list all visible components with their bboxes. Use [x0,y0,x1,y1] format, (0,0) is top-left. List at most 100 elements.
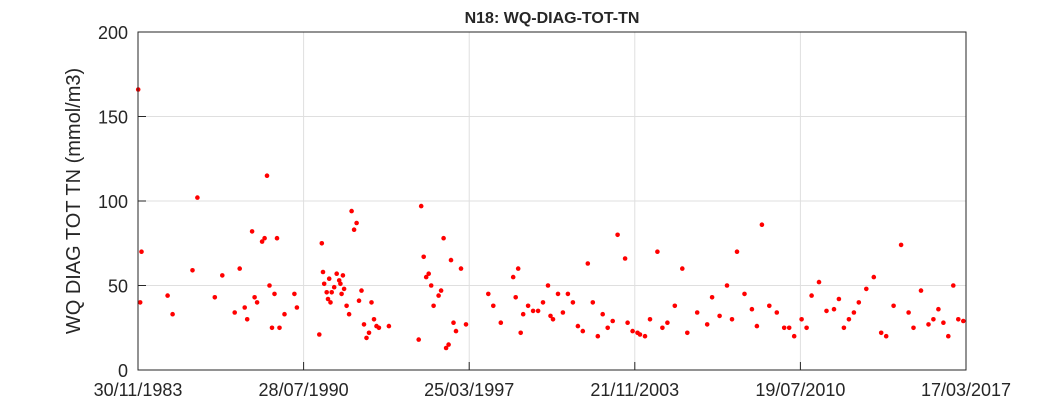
data-point [704,322,710,327]
data-point [694,310,700,315]
data-point [369,300,374,305]
data-point [340,273,346,278]
data-point [749,306,755,312]
data-point [729,317,735,322]
data-point [926,322,931,327]
data-point [622,256,628,261]
data-point [951,283,956,288]
data-point [781,325,787,331]
x-tick-label: 25/03/1997 [424,380,514,400]
data-point [277,325,282,331]
x-tick-label: 19/07/2010 [755,380,845,400]
data-point [351,227,357,232]
data-point [824,308,829,314]
data-point [349,208,354,214]
data-point [254,300,260,305]
data-point [426,271,432,277]
data-point [804,325,809,331]
data-point [242,305,247,310]
data-point [361,322,367,327]
data-point [535,308,541,314]
data-point [446,342,451,347]
data-point [252,295,257,300]
data-point [436,293,441,298]
data-point [325,296,331,302]
data-point [264,173,270,178]
chart-title: N18: WQ-DIAG-TOT-TN [465,10,640,27]
data-point [846,317,852,322]
data-point [371,317,377,322]
data-point [416,337,422,342]
data-point [831,306,837,312]
data-point [816,279,822,285]
data-point [443,345,449,351]
data-point [580,328,586,334]
data-point [520,311,526,317]
data-point [356,298,362,304]
data-point [791,333,797,339]
y-tick-label: 50 [108,277,128,297]
data-point [734,249,740,254]
data-point [329,290,335,295]
data-point [269,325,275,331]
data-point [570,300,576,305]
data-point [441,235,446,241]
data-point [590,300,596,305]
y-axis-ticks: 0 50 100 150 200 [98,23,146,381]
data-point [220,273,225,278]
y-tick-label: 200 [98,23,128,43]
data-point [548,313,553,319]
data-point [491,303,496,309]
data-point [431,303,436,309]
data-point [341,286,347,292]
data-point [911,325,916,331]
data-point [463,322,469,327]
data-point [550,317,556,322]
data-point [513,295,518,300]
x-tick-label: 28/07/1990 [259,380,349,400]
data-point [317,332,322,337]
data-point [660,325,665,331]
data-point [451,320,456,326]
data-point [249,229,255,234]
data-point [565,291,571,297]
data-point [637,332,643,337]
data-point [525,303,531,309]
data-point [139,249,144,254]
data-point [530,308,536,314]
data-point [754,323,760,329]
data-point [799,317,804,322]
data-point [272,291,277,297]
data-point [585,261,591,266]
data-point [906,310,911,315]
data-point [680,266,685,271]
data-point [328,300,333,305]
data-point [515,266,521,271]
data-point [212,295,218,300]
data-point [856,300,862,305]
x-axis-ticks: 30/11/1983 28/07/1990 25/03/1997 21/11/2003… [94,362,1011,400]
data-point [767,303,772,309]
data-point [724,283,730,288]
data-point [331,284,337,290]
data-point [625,320,630,326]
data-point [418,203,424,209]
data-point [428,283,434,288]
data-point [595,333,601,339]
data-point [294,305,300,310]
data-point [137,300,143,305]
data-point [320,269,326,275]
data-point [672,303,678,309]
data-point [836,296,842,302]
data-points [135,87,966,351]
data-point [334,271,340,277]
y-tick-label: 100 [98,192,128,212]
data-point [423,274,429,280]
data-point [665,320,670,326]
data-point [931,317,936,322]
data-point [864,286,869,292]
data-point [545,283,551,288]
data-point [346,311,352,317]
data-point [170,311,175,317]
